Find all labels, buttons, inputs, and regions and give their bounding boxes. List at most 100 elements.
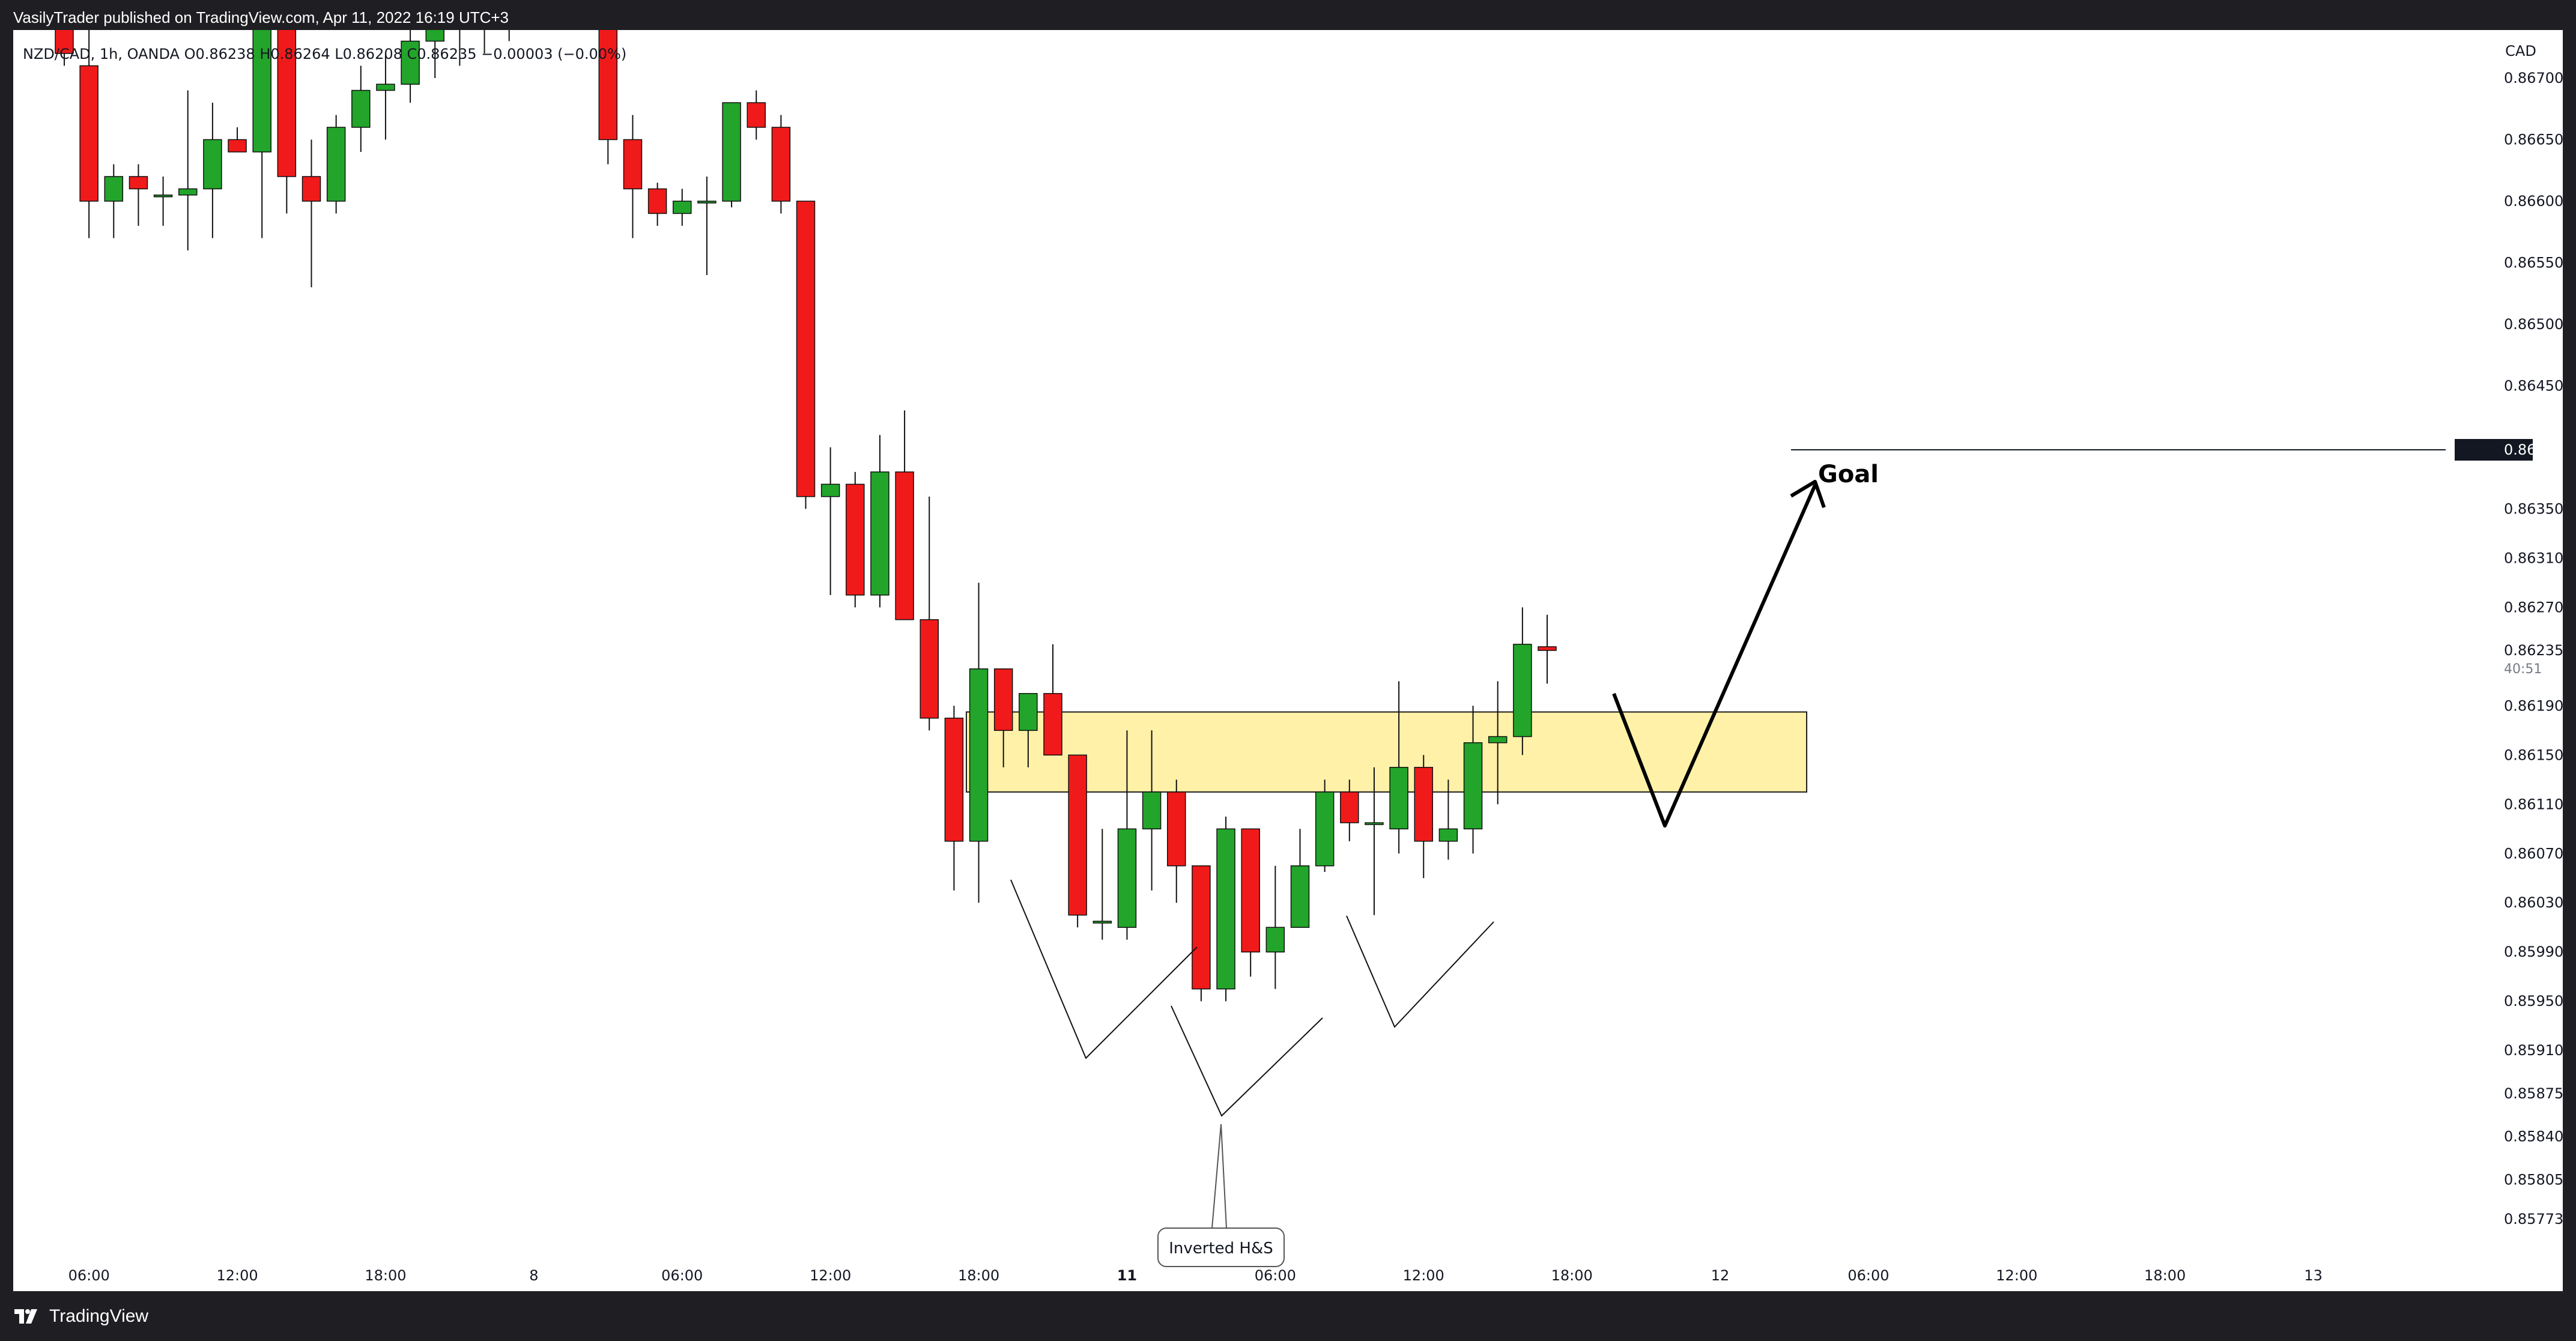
- candles-layer: [55, 30, 1557, 1002]
- drawings-layer: Inverted H&S Goal: [1010, 461, 1879, 1267]
- head-line: [1171, 1005, 1323, 1117]
- candle-down: [944, 718, 964, 842]
- candle-up: [376, 83, 395, 91]
- candle-up: [820, 483, 840, 497]
- candle-up: [351, 89, 371, 128]
- bar-countdown: 40:51: [2504, 662, 2542, 677]
- left-shoulder-line: [1010, 879, 1198, 1059]
- candle-up: [1513, 644, 1532, 737]
- candle-down: [302, 176, 321, 202]
- currency-label: CAD: [2505, 43, 2536, 59]
- candle-up: [1365, 822, 1384, 825]
- time-tick-label: 12:00: [810, 1267, 851, 1284]
- candle-up: [1389, 767, 1408, 830]
- candle-down: [647, 188, 667, 214]
- time-tick-label: 06:00: [661, 1267, 703, 1284]
- time-tick-label: 18:00: [958, 1267, 999, 1284]
- chart-legend: NZD/CAD, 1h, OANDA O0.86238 H0.86264 L0.…: [23, 46, 626, 62]
- time-tick-label: 06:00: [1847, 1267, 1889, 1284]
- right-shoulder-line: [1346, 915, 1494, 1028]
- candle-up: [673, 201, 692, 214]
- price-tick-label: 0.85990: [2504, 943, 2563, 960]
- projection-path: [1612, 484, 1817, 828]
- legend-close: C0.86235: [402, 46, 477, 62]
- pattern-label: Inverted H&S: [1169, 1240, 1273, 1258]
- candle-down: [1340, 792, 1359, 823]
- time-tick-label: 13: [2304, 1267, 2323, 1284]
- candle-up: [1117, 828, 1137, 928]
- candle-up: [1315, 792, 1335, 867]
- candle-down: [1068, 754, 1087, 916]
- candle-up: [104, 176, 124, 202]
- candle-down: [796, 201, 816, 497]
- tradingview-brand[interactable]: TradingView: [13, 1306, 148, 1327]
- time-tick-label: 12:00: [216, 1267, 258, 1284]
- candle-down: [1167, 792, 1186, 867]
- price-tick-label: 0.86270: [2504, 599, 2563, 616]
- price-tick-label: 0.86500: [2504, 316, 2563, 333]
- candle-down: [598, 30, 618, 141]
- price-tick-label: 0.86650: [2504, 131, 2563, 148]
- price-tick-label: 0.85840: [2504, 1128, 2563, 1145]
- price-tick-label: 0.86350: [2504, 500, 2563, 517]
- support-zone: [965, 711, 1808, 793]
- chart-frame[interactable]: Inverted H&S Goal CAD 0.86700 0.86650 0.8660…: [13, 30, 2563, 1291]
- time-tick-label: 18:00: [1551, 1267, 1593, 1284]
- candle-down: [623, 139, 643, 190]
- candle-down: [1414, 767, 1433, 842]
- callout-box: [1157, 1227, 1285, 1267]
- time-axis[interactable]: 06:00 12:00 18:00 8 06:00 12:00 18:00 11 06:00 12…: [68, 1267, 2323, 1284]
- legend-change: −0.00003 (−0.00%): [477, 46, 627, 62]
- candle-up: [697, 201, 717, 204]
- candle-up: [1216, 828, 1235, 990]
- candle-down: [771, 127, 791, 202]
- candle-down: [1192, 865, 1211, 990]
- time-tick-label: 18:00: [2144, 1267, 2186, 1284]
- time-tick-label: 12:00: [1403, 1267, 1444, 1284]
- brand-name: TradingView: [49, 1306, 149, 1326]
- goal-price-badge: [2455, 438, 2533, 461]
- candle-down: [993, 668, 1013, 731]
- candle-down: [228, 139, 247, 153]
- candle-up: [1019, 693, 1038, 731]
- candle-down: [55, 30, 74, 54]
- legend-text: NZD/CAD, 1h, OANDA O0.86238 H0.86264 L0.…: [23, 46, 626, 62]
- legend-low: L0.86208: [330, 46, 402, 62]
- goal-label: Goal: [1818, 461, 1879, 488]
- projection-arrowhead: [1790, 480, 1826, 508]
- price-tick-label: 0.86550: [2504, 254, 2563, 271]
- price-tick-label: 0.86310: [2504, 549, 2563, 566]
- candle-down: [846, 483, 865, 596]
- candle-up: [1093, 921, 1112, 924]
- candle-up: [1290, 865, 1310, 928]
- candle-up: [1265, 927, 1285, 952]
- footer-bar: TradingView: [0, 1295, 2576, 1341]
- tradingview-logo-icon: [13, 1306, 41, 1327]
- time-tick-label: 06:00: [1255, 1267, 1296, 1284]
- price-axis[interactable]: CAD 0.86700 0.86650 0.86600 0.86550 0.86500 0.…: [2438, 43, 2563, 1227]
- candle-up: [178, 188, 198, 196]
- chart-canvas[interactable]: Inverted H&S Goal CAD 0.86700 0.86650 0.8660…: [13, 30, 2563, 1291]
- callout-pointer: [1211, 1124, 1228, 1229]
- candle-up: [870, 471, 889, 596]
- candle-down: [79, 65, 98, 202]
- price-tick-label: 0.86190: [2504, 697, 2563, 714]
- price-tick-label: 0.86450: [2504, 377, 2563, 394]
- price-tick-label: 0.86600: [2504, 193, 2563, 210]
- time-tick-label: 12:00: [1996, 1267, 2037, 1284]
- candle-up: [969, 668, 989, 842]
- candle-down: [747, 102, 766, 128]
- price-tick-label: 0.85910: [2504, 1042, 2563, 1059]
- candle-down: [277, 30, 297, 177]
- price-tick-label: 0.86030: [2504, 894, 2563, 911]
- price-tick-label: 0.85950: [2504, 993, 2563, 1010]
- candle-down: [1538, 646, 1557, 651]
- time-tick-label: 06:00: [68, 1267, 110, 1284]
- candle-down: [895, 471, 914, 620]
- annotation-layer: [965, 449, 2446, 793]
- candle-up: [203, 139, 222, 190]
- candle-up: [401, 40, 420, 85]
- candle-up: [1438, 828, 1458, 842]
- price-tick-label: 0.85773: [2504, 1211, 2563, 1227]
- price-tick-label: 0.86700: [2504, 70, 2563, 86]
